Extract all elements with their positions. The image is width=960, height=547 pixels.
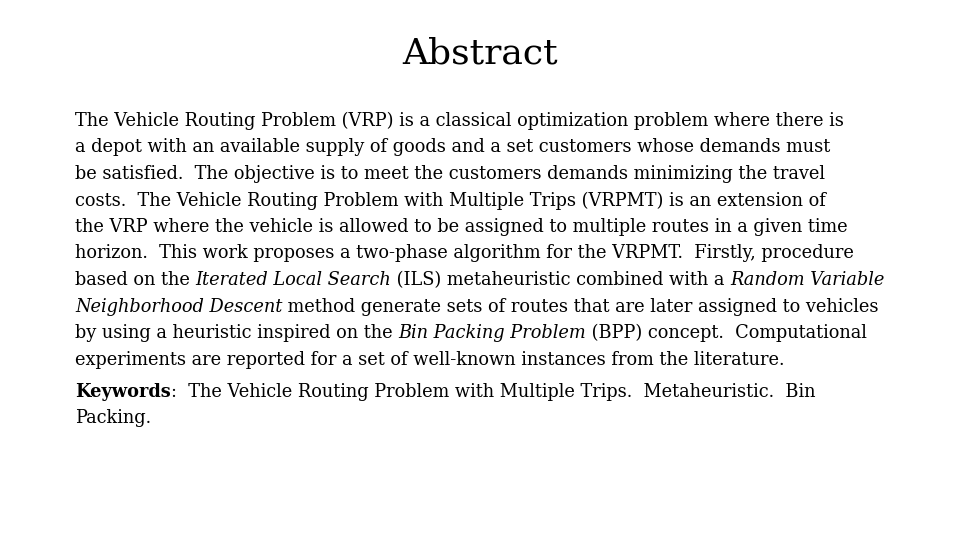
Text: by using a heuristic inspired on the: by using a heuristic inspired on the [75, 324, 398, 342]
Text: (BPP) concept.  Computational: (BPP) concept. Computational [586, 324, 867, 342]
Text: the VRP where the vehicle is allowed to be assigned to multiple routes in a give: the VRP where the vehicle is allowed to … [75, 218, 848, 236]
Text: be satisfied.  The objective is to meet the customers demands minimizing the tra: be satisfied. The objective is to meet t… [75, 165, 825, 183]
Text: Abstract: Abstract [402, 37, 558, 71]
Text: a depot with an available supply of goods and a set customers whose demands must: a depot with an available supply of good… [75, 138, 830, 156]
Text: Random Variable: Random Variable [731, 271, 884, 289]
Text: :  The Vehicle Routing Problem with Multiple Trips.  Metaheuristic.  Bin: : The Vehicle Routing Problem with Multi… [171, 382, 815, 400]
Text: method generate sets of routes that are later assigned to vehicles: method generate sets of routes that are … [282, 298, 878, 316]
Text: Bin Packing Problem: Bin Packing Problem [398, 324, 586, 342]
Text: based on the: based on the [75, 271, 196, 289]
Text: experiments are reported for a set of well-known instances from the literature.: experiments are reported for a set of we… [75, 351, 784, 369]
Text: costs.  The Vehicle Routing Problem with Multiple Trips (VRPMT) is an extension : costs. The Vehicle Routing Problem with … [75, 191, 826, 210]
Text: Iterated Local Search: Iterated Local Search [196, 271, 392, 289]
Text: Neighborhood Descent: Neighborhood Descent [75, 298, 282, 316]
Text: (ILS) metaheuristic combined with a: (ILS) metaheuristic combined with a [392, 271, 731, 289]
Text: The Vehicle Routing Problem (VRP) is a classical optimization problem where ther: The Vehicle Routing Problem (VRP) is a c… [75, 112, 844, 130]
Text: Packing.: Packing. [75, 409, 151, 427]
Text: horizon.  This work proposes a two-phase algorithm for the VRPMT.  Firstly, proc: horizon. This work proposes a two-phase … [75, 245, 853, 263]
Text: Keywords: Keywords [75, 382, 171, 400]
